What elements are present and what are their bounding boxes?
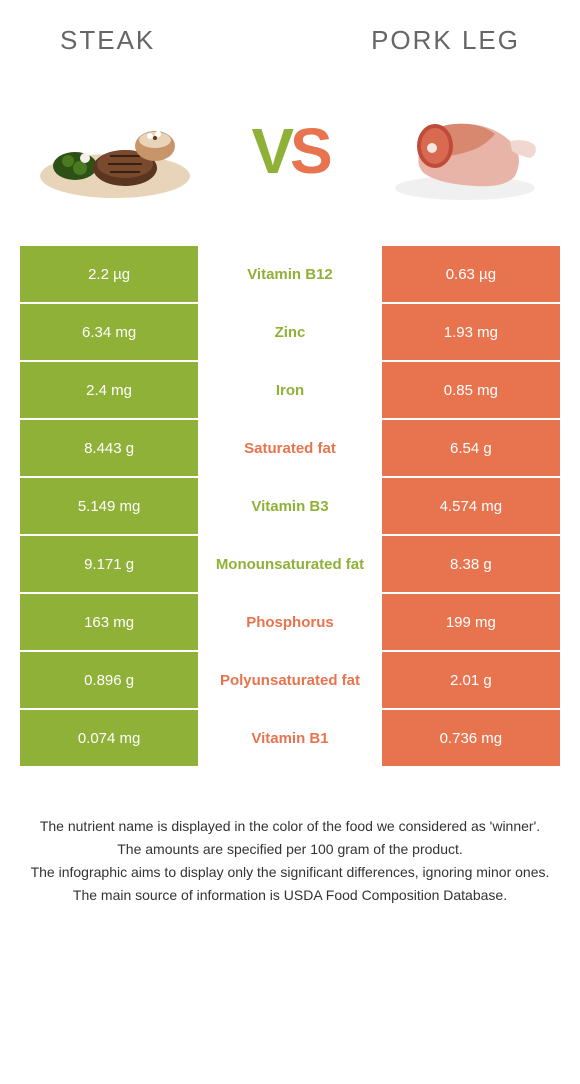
table-row: 9.171 g Monounsaturated fat 8.38 g bbox=[20, 536, 560, 592]
title-right: PORK LEG bbox=[371, 25, 520, 56]
table-row: 2.2 µg Vitamin B12 0.63 µg bbox=[20, 246, 560, 302]
comparison-table: 2.2 µg Vitamin B12 0.63 µg 6.34 mg Zinc … bbox=[20, 246, 560, 766]
nutrient-label: Iron bbox=[198, 362, 382, 418]
nutrient-label: Monounsaturated fat bbox=[198, 536, 382, 592]
table-row: 0.074 mg Vitamin B1 0.736 mg bbox=[20, 710, 560, 766]
footer-line: The amounts are specified per 100 gram o… bbox=[20, 839, 560, 860]
table-row: 163 mg Phosphorus 199 mg bbox=[20, 594, 560, 650]
right-value: 0.736 mg bbox=[382, 710, 560, 766]
footer-line: The main source of information is USDA F… bbox=[20, 885, 560, 906]
right-value: 199 mg bbox=[382, 594, 560, 650]
right-value: 4.574 mg bbox=[382, 478, 560, 534]
nutrient-label: Polyunsaturated fat bbox=[198, 652, 382, 708]
left-value: 9.171 g bbox=[20, 536, 198, 592]
table-row: 8.443 g Saturated fat 6.54 g bbox=[20, 420, 560, 476]
right-value: 8.38 g bbox=[382, 536, 560, 592]
right-value: 0.85 mg bbox=[382, 362, 560, 418]
table-row: 0.896 g Polyunsaturated fat 2.01 g bbox=[20, 652, 560, 708]
nutrient-label: Saturated fat bbox=[198, 420, 382, 476]
left-value: 5.149 mg bbox=[20, 478, 198, 534]
right-value: 0.63 µg bbox=[382, 246, 560, 302]
vs-s: S bbox=[290, 115, 329, 187]
left-value: 6.34 mg bbox=[20, 304, 198, 360]
footer-line: The infographic aims to display only the… bbox=[20, 862, 560, 883]
porkleg-image bbox=[380, 96, 550, 206]
header: STEAK PORK LEG bbox=[0, 0, 580, 66]
nutrient-label: Zinc bbox=[198, 304, 382, 360]
vs-v: V bbox=[251, 115, 290, 187]
left-value: 163 mg bbox=[20, 594, 198, 650]
title-left: STEAK bbox=[60, 25, 155, 56]
table-row: 2.4 mg Iron 0.85 mg bbox=[20, 362, 560, 418]
steak-image bbox=[30, 96, 200, 206]
right-value: 2.01 g bbox=[382, 652, 560, 708]
right-value: 1.93 mg bbox=[382, 304, 560, 360]
table-row: 6.34 mg Zinc 1.93 mg bbox=[20, 304, 560, 360]
table-row: 5.149 mg Vitamin B3 4.574 mg bbox=[20, 478, 560, 534]
nutrient-label: Vitamin B1 bbox=[198, 710, 382, 766]
nutrient-label: Vitamin B3 bbox=[198, 478, 382, 534]
vs-row: VS bbox=[0, 66, 580, 246]
left-value: 2.4 mg bbox=[20, 362, 198, 418]
nutrient-label: Vitamin B12 bbox=[198, 246, 382, 302]
footer-line: The nutrient name is displayed in the co… bbox=[20, 816, 560, 837]
right-value: 6.54 g bbox=[382, 420, 560, 476]
nutrient-label: Phosphorus bbox=[198, 594, 382, 650]
left-value: 0.896 g bbox=[20, 652, 198, 708]
footer-notes: The nutrient name is displayed in the co… bbox=[20, 816, 560, 906]
left-value: 2.2 µg bbox=[20, 246, 198, 302]
left-value: 8.443 g bbox=[20, 420, 198, 476]
left-value: 0.074 mg bbox=[20, 710, 198, 766]
vs-label: VS bbox=[251, 114, 328, 188]
